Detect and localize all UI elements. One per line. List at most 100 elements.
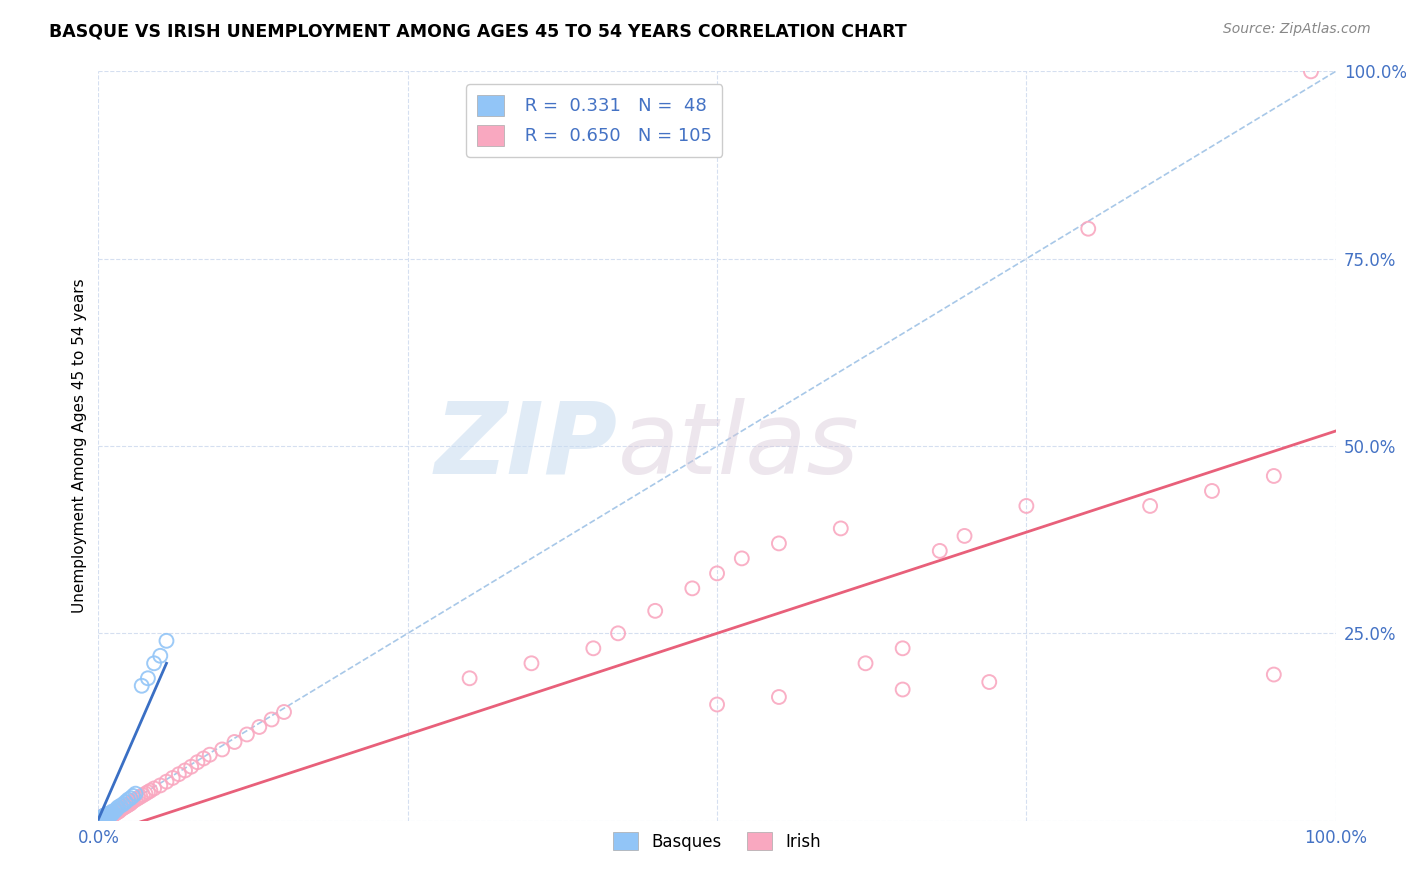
Point bbox=[93, 808, 115, 822]
Point bbox=[124, 787, 146, 801]
Point bbox=[731, 551, 754, 566]
Point bbox=[114, 799, 136, 814]
Point bbox=[129, 789, 152, 804]
Point bbox=[112, 801, 135, 815]
Point bbox=[644, 604, 666, 618]
Point bbox=[90, 812, 112, 826]
Point bbox=[93, 811, 115, 825]
Point bbox=[90, 811, 112, 825]
Point bbox=[101, 805, 124, 819]
Point bbox=[111, 802, 134, 816]
Point bbox=[97, 809, 120, 823]
Point bbox=[681, 582, 703, 596]
Point bbox=[96, 810, 118, 824]
Point bbox=[149, 779, 172, 793]
Point bbox=[891, 682, 914, 697]
Point bbox=[155, 633, 177, 648]
Point bbox=[91, 810, 114, 824]
Point bbox=[94, 811, 117, 825]
Point bbox=[110, 798, 132, 813]
Point bbox=[953, 529, 976, 543]
Point bbox=[136, 785, 159, 799]
Point bbox=[891, 641, 914, 656]
Point bbox=[1015, 499, 1038, 513]
Point bbox=[96, 806, 118, 821]
Point bbox=[149, 648, 172, 663]
Point bbox=[96, 810, 118, 824]
Point bbox=[90, 811, 112, 825]
Point bbox=[91, 812, 114, 826]
Point bbox=[143, 781, 166, 796]
Point bbox=[107, 805, 129, 819]
Text: BASQUE VS IRISH UNEMPLOYMENT AMONG AGES 45 TO 54 YEARS CORRELATION CHART: BASQUE VS IRISH UNEMPLOYMENT AMONG AGES … bbox=[49, 22, 907, 40]
Point bbox=[103, 805, 125, 820]
Point bbox=[706, 566, 728, 581]
Point bbox=[520, 657, 543, 671]
Point bbox=[100, 806, 122, 821]
Point bbox=[93, 811, 115, 825]
Point bbox=[162, 771, 184, 785]
Point bbox=[103, 806, 125, 821]
Text: ZIP: ZIP bbox=[434, 398, 619, 494]
Point bbox=[112, 800, 135, 814]
Point bbox=[1299, 64, 1322, 78]
Point bbox=[104, 803, 127, 817]
Point bbox=[93, 811, 115, 825]
Point bbox=[174, 764, 197, 778]
Point bbox=[101, 806, 124, 821]
Point bbox=[198, 747, 221, 762]
Y-axis label: Unemployment Among Ages 45 to 54 years: Unemployment Among Ages 45 to 54 years bbox=[72, 278, 87, 614]
Point bbox=[115, 798, 138, 813]
Point bbox=[100, 808, 122, 822]
Point bbox=[134, 787, 156, 801]
Point bbox=[768, 690, 790, 704]
Point bbox=[93, 811, 115, 825]
Point bbox=[273, 705, 295, 719]
Point bbox=[607, 626, 630, 640]
Text: atlas: atlas bbox=[619, 398, 859, 494]
Point bbox=[93, 811, 115, 825]
Point bbox=[136, 671, 159, 685]
Point bbox=[928, 544, 950, 558]
Text: Source: ZipAtlas.com: Source: ZipAtlas.com bbox=[1223, 22, 1371, 37]
Point bbox=[93, 810, 115, 824]
Point bbox=[706, 698, 728, 712]
Point bbox=[101, 808, 124, 822]
Point bbox=[91, 810, 114, 824]
Point bbox=[103, 807, 125, 822]
Point bbox=[94, 810, 117, 824]
Point bbox=[180, 760, 202, 774]
Point bbox=[104, 805, 127, 819]
Point bbox=[247, 720, 270, 734]
Point bbox=[105, 805, 128, 820]
Point bbox=[91, 813, 114, 827]
Point bbox=[193, 751, 215, 765]
Point bbox=[93, 810, 115, 824]
Point bbox=[98, 806, 121, 821]
Point bbox=[97, 809, 120, 823]
Point bbox=[100, 806, 122, 821]
Point bbox=[117, 792, 139, 806]
Point bbox=[105, 802, 128, 816]
Point bbox=[1139, 499, 1161, 513]
Point bbox=[139, 783, 162, 797]
Point bbox=[112, 797, 135, 812]
Point bbox=[93, 811, 115, 825]
Point bbox=[131, 679, 153, 693]
Point bbox=[121, 795, 143, 809]
Point bbox=[122, 794, 145, 808]
Point bbox=[91, 812, 114, 826]
Point bbox=[830, 521, 852, 535]
Point bbox=[96, 809, 118, 823]
Point bbox=[90, 813, 112, 827]
Point bbox=[97, 807, 120, 822]
Point bbox=[100, 809, 122, 823]
Legend: Basques, Irish: Basques, Irish bbox=[606, 826, 828, 857]
Point bbox=[186, 755, 208, 769]
Point bbox=[155, 774, 177, 789]
Point bbox=[93, 810, 115, 824]
Point bbox=[93, 811, 115, 825]
Point bbox=[93, 809, 115, 823]
Point bbox=[1263, 667, 1285, 681]
Point bbox=[224, 735, 246, 749]
